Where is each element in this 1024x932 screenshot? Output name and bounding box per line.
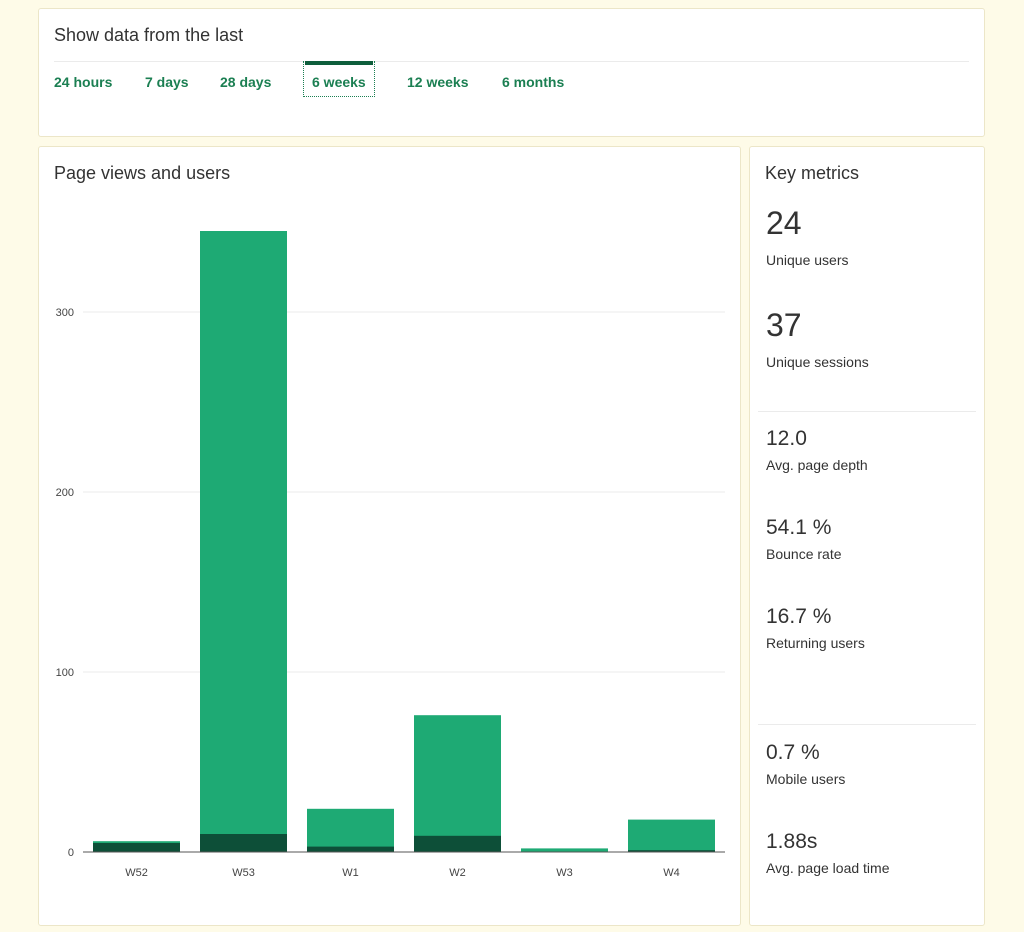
metric-mobile-users: 0.7 % Mobile users bbox=[766, 741, 845, 787]
y-tick-label: 100 bbox=[56, 667, 74, 679]
range-option-6-weeks[interactable]: 6 weeks bbox=[303, 61, 375, 97]
bar-page-views bbox=[307, 808, 394, 852]
range-option-6-months[interactable]: 6 months bbox=[502, 74, 565, 90]
x-tick-label: W52 bbox=[125, 867, 148, 879]
metric-unique-sessions: 37 Unique sessions bbox=[766, 307, 869, 370]
bar-page-views bbox=[628, 819, 715, 852]
page-views-chart: 0 100 200 300 W52 W53 W1 W2 W3 W4 bbox=[56, 231, 725, 879]
time-range-card: Show data from the last 24 hours 7 days … bbox=[38, 8, 985, 137]
chart-title: Page views and users bbox=[54, 163, 231, 183]
metric-label: Avg. page load time bbox=[766, 860, 890, 876]
x-tick-label: W3 bbox=[556, 867, 573, 879]
bar-page-views bbox=[521, 848, 608, 852]
metric-label: Avg. page depth bbox=[766, 457, 868, 473]
metric-label: Bounce rate bbox=[766, 546, 842, 562]
metric-label: Returning users bbox=[766, 635, 865, 651]
bar-page-views bbox=[414, 715, 501, 852]
key-metrics-card: Key metrics 24 Unique users 37 Unique se… bbox=[749, 146, 985, 926]
metric-value: 0.7 % bbox=[766, 741, 820, 764]
x-tick-label: W1 bbox=[342, 867, 359, 879]
range-option-28-days[interactable]: 28 days bbox=[220, 74, 272, 90]
range-option-7-days[interactable]: 7 days bbox=[145, 74, 189, 90]
range-option-24-hours[interactable]: 24 hours bbox=[54, 74, 113, 90]
page-views-chart-card: Page views and users 0 100 200 300 W52 W53 W1 W… bbox=[38, 146, 741, 926]
metric-value: 54.1 % bbox=[766, 516, 832, 539]
metric-label: Unique users bbox=[766, 252, 849, 268]
metrics-divider bbox=[758, 724, 976, 725]
metric-returning-users: 16.7 % Returning users bbox=[766, 605, 865, 651]
bar-users bbox=[93, 843, 180, 852]
y-tick-label: 0 bbox=[68, 847, 74, 859]
y-tick-label: 200 bbox=[56, 487, 74, 499]
metrics-divider bbox=[758, 411, 976, 412]
metric-value: 12.0 bbox=[766, 427, 807, 450]
bar-users bbox=[628, 850, 715, 852]
metric-page-load-time: 1.88s Avg. page load time bbox=[766, 830, 890, 876]
metric-page-depth: 12.0 Avg. page depth bbox=[766, 427, 868, 473]
metric-bounce-rate: 54.1 % Bounce rate bbox=[766, 516, 842, 562]
range-option-12-weeks[interactable]: 12 weeks bbox=[407, 74, 469, 90]
bar-users bbox=[307, 846, 394, 852]
time-range-title: Show data from the last bbox=[54, 25, 244, 45]
metric-label: Mobile users bbox=[766, 771, 846, 787]
y-tick-label: 300 bbox=[56, 307, 74, 319]
bar-users bbox=[200, 834, 287, 852]
metric-value: 37 bbox=[766, 307, 802, 343]
metric-label: Unique sessions bbox=[766, 354, 869, 370]
metric-value: 24 bbox=[766, 205, 802, 241]
metric-value: 16.7 % bbox=[766, 605, 832, 628]
time-range-divider bbox=[54, 61, 969, 62]
metric-value: 1.88s bbox=[766, 830, 818, 853]
x-tick-label: W53 bbox=[232, 867, 255, 879]
x-tick-label: W4 bbox=[663, 867, 680, 879]
metric-unique-users: 24 Unique users bbox=[766, 205, 849, 268]
x-tick-label: W2 bbox=[449, 867, 466, 879]
bar-page-views bbox=[200, 231, 287, 852]
bar-users bbox=[414, 835, 501, 852]
key-metrics-title: Key metrics bbox=[765, 163, 860, 183]
